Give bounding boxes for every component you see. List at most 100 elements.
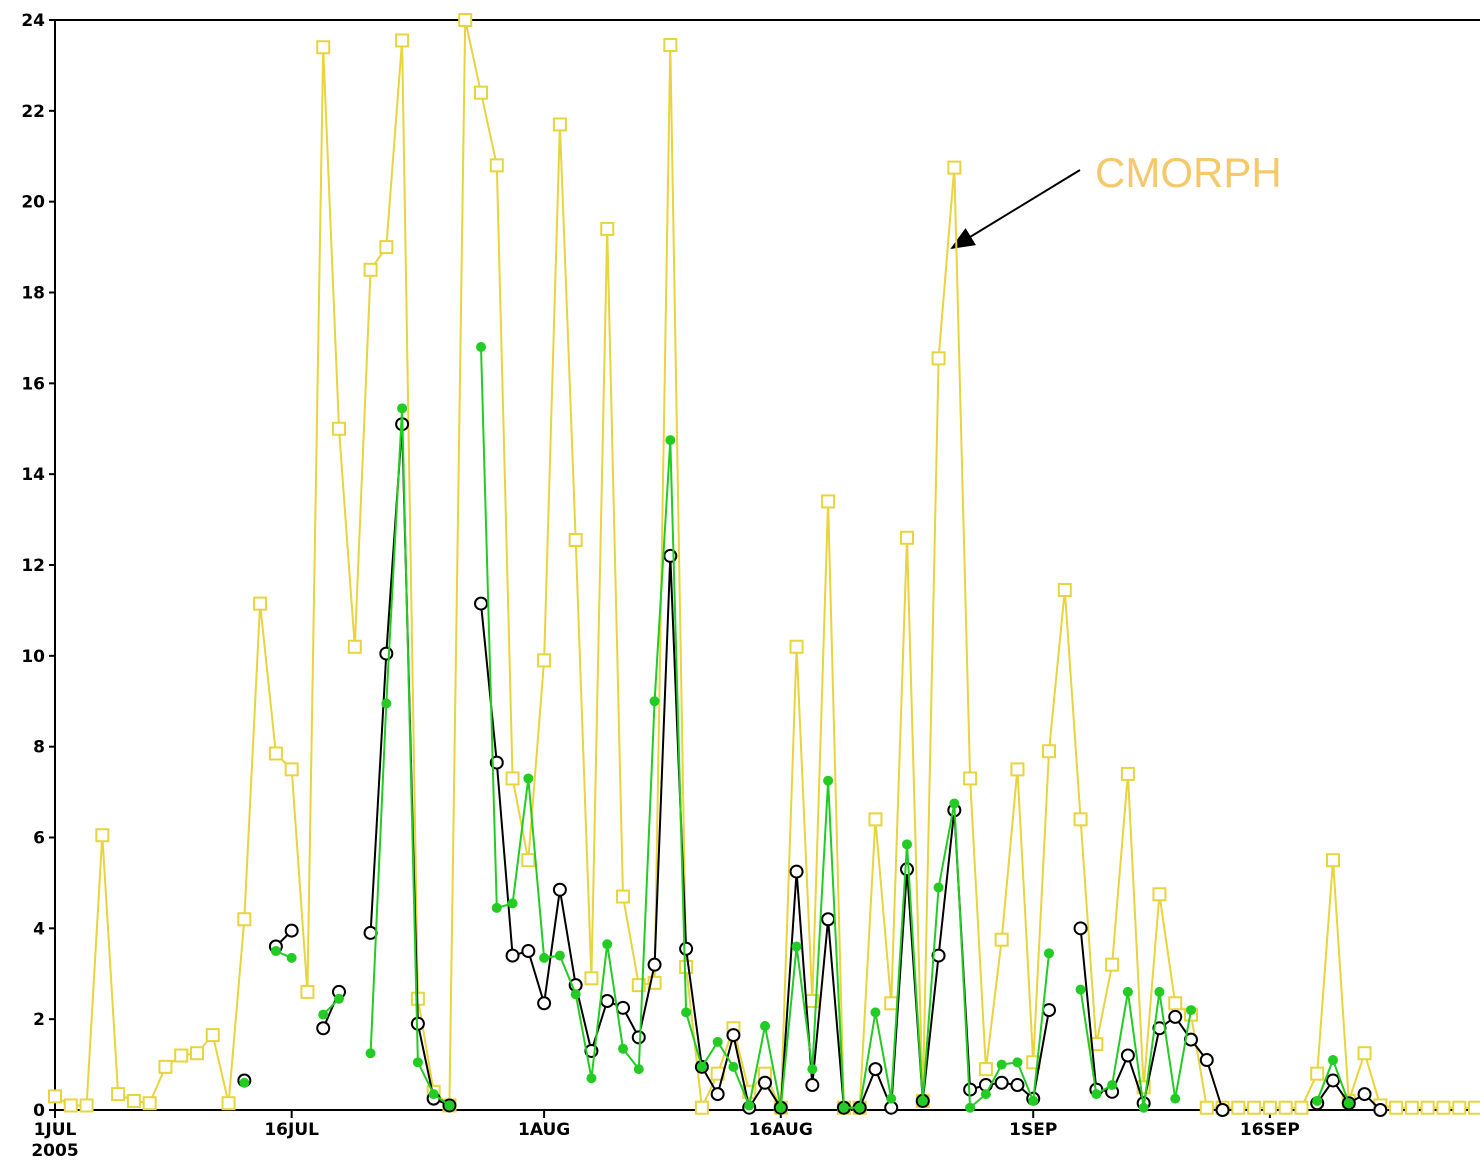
- marker: [253, 596, 268, 611]
- marker: [618, 1043, 628, 1054]
- marker: [789, 639, 804, 654]
- marker: [1373, 1103, 1388, 1117]
- marker: [1199, 1053, 1214, 1068]
- marker: [758, 1075, 772, 1090]
- marker: [1328, 1055, 1338, 1066]
- marker: [760, 1020, 770, 1031]
- marker: [554, 950, 565, 961]
- marker: [1154, 986, 1165, 997]
- marker: [1170, 1093, 1181, 1104]
- marker: [681, 1007, 692, 1018]
- marker: [744, 1100, 755, 1111]
- y-tick-label: 16: [21, 374, 45, 394]
- marker: [1231, 1100, 1246, 1115]
- marker: [931, 948, 946, 963]
- marker: [158, 1059, 173, 1074]
- marker: [365, 1048, 376, 1059]
- marker: [347, 639, 362, 654]
- marker: [600, 221, 615, 236]
- y-tick-label: 14: [21, 465, 45, 485]
- marker: [1075, 984, 1086, 995]
- x-tick-label: 1SEP: [1009, 1120, 1057, 1140]
- marker: [1010, 1078, 1025, 1093]
- marker: [1404, 1100, 1419, 1115]
- marker: [900, 530, 914, 545]
- marker: [1294, 1100, 1309, 1115]
- marker: [507, 898, 518, 909]
- marker: [949, 798, 960, 809]
- marker: [284, 923, 299, 938]
- marker: [505, 771, 520, 786]
- marker: [286, 952, 297, 963]
- marker: [205, 1028, 220, 1043]
- marker: [539, 952, 550, 963]
- marker: [679, 959, 694, 974]
- marker: [868, 812, 883, 827]
- marker: [491, 902, 502, 913]
- marker: [397, 403, 408, 414]
- marker: [444, 1100, 455, 1111]
- marker: [570, 989, 581, 1000]
- x-tick-label: 1JUL: [34, 1120, 77, 1140]
- marker: [428, 1089, 439, 1100]
- marker: [980, 1089, 991, 1100]
- marker: [996, 1059, 1007, 1070]
- marker: [805, 1078, 820, 1093]
- marker: [1120, 1048, 1135, 1063]
- marker: [933, 882, 944, 893]
- marker: [332, 421, 346, 436]
- marker: [886, 1093, 897, 1104]
- marker: [268, 746, 283, 761]
- marker: [1326, 1073, 1340, 1088]
- marker: [537, 653, 552, 668]
- marker: [633, 1064, 644, 1075]
- marker: [712, 1036, 723, 1047]
- marker: [521, 853, 536, 868]
- marker: [95, 828, 110, 843]
- marker: [190, 1046, 204, 1061]
- marker: [1310, 1066, 1325, 1081]
- marker: [1468, 1100, 1480, 1115]
- marker: [1089, 1037, 1104, 1052]
- marker: [1343, 1098, 1354, 1109]
- marker: [552, 882, 567, 897]
- marker: [1042, 1003, 1056, 1018]
- marker: [902, 839, 912, 850]
- marker: [381, 698, 392, 709]
- marker: [1436, 1100, 1451, 1115]
- marker: [1215, 1103, 1230, 1117]
- marker: [1357, 1046, 1372, 1061]
- marker: [474, 596, 488, 611]
- marker: [316, 40, 331, 55]
- marker: [963, 771, 978, 786]
- marker: [584, 971, 599, 986]
- marker: [1057, 582, 1072, 597]
- marker: [1168, 996, 1183, 1011]
- marker: [978, 1062, 993, 1077]
- marker: [300, 984, 315, 999]
- marker: [1010, 762, 1025, 777]
- marker: [1312, 1095, 1323, 1106]
- marker: [586, 1073, 597, 1084]
- marker: [1262, 1100, 1277, 1115]
- marker: [1326, 853, 1340, 868]
- marker: [568, 533, 583, 548]
- marker: [523, 773, 534, 784]
- marker: [616, 1000, 630, 1015]
- marker: [521, 944, 536, 959]
- marker: [775, 1102, 786, 1113]
- marker: [395, 33, 410, 48]
- marker: [649, 696, 660, 707]
- marker: [1091, 1089, 1102, 1100]
- marker: [1168, 1009, 1183, 1024]
- marker: [79, 1098, 94, 1113]
- marker: [1357, 1087, 1372, 1102]
- marker: [726, 1028, 741, 1043]
- marker: [602, 939, 613, 950]
- marker: [838, 1102, 849, 1113]
- x-tick-label: 1AUG: [518, 1120, 570, 1140]
- y-tick-label: 0: [33, 1101, 45, 1121]
- y-tick-label: 12: [21, 556, 45, 576]
- y-tick-label: 8: [33, 738, 45, 758]
